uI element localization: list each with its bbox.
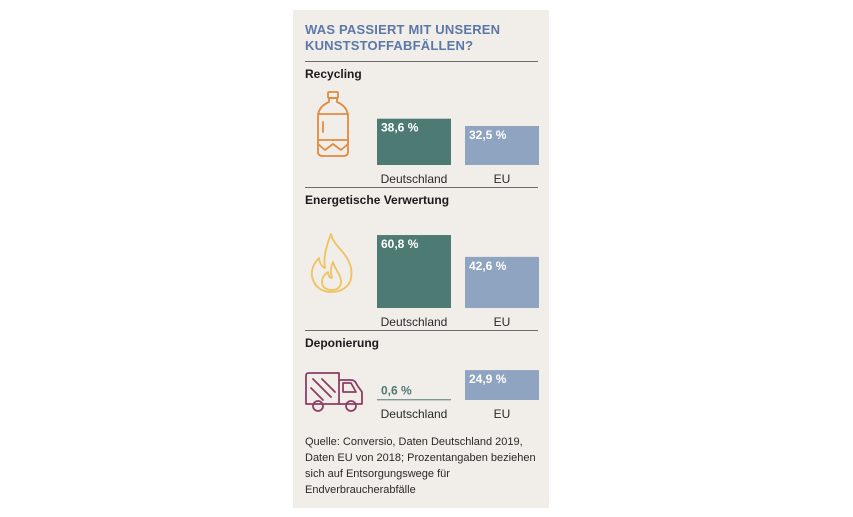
section-title-energetische-verwertung: Energetische Verwertung [305,193,450,207]
plastic-bottle-icon [317,91,349,157]
divider [305,330,538,331]
garbage-truck-icon [305,372,363,412]
value-label-deutschland: 38,6 % [381,121,419,135]
bar-eu [465,370,539,400]
section-title-recycling: Recycling [305,67,362,81]
value-label-eu: 42,6 % [469,259,507,273]
value-label-eu: 24,9 % [469,372,507,386]
chart-recycling: 38,6 % Deutschland 32,5 % EU [377,118,539,186]
flame-icon [310,233,353,293]
value-label-deutschland: 60,8 % [381,237,419,251]
value-label-eu: 32,5 % [469,128,507,142]
bar-deutschland [377,399,451,401]
section-title-deponierung: Deponierung [305,336,379,350]
value-label-deutschland: 0,6 % [381,383,412,397]
divider [305,61,538,62]
infographic-title: WAS PASSIERT MIT UNSEREN KUNSTSTOFFABFÄL… [305,22,501,53]
category-label-eu: EU [494,172,511,186]
bar-deutschland [377,118,451,165]
chart-deponierung: 0,6 % Deutschland 24,9 % EU [377,370,539,421]
bar-eu [465,256,539,308]
category-label-deutschland: Deutschland [381,315,448,329]
source-note: Quelle: Conversio, Daten Deutschland 201… [305,436,536,496]
infographic-panel: WAS PASSIERT MIT UNSEREN KUNSTSTOFFABFÄL… [293,10,549,508]
divider [305,187,538,188]
bar-eu [465,126,539,165]
category-label-eu: EU [494,407,511,421]
category-label-eu: EU [494,315,511,329]
bar-deutschland [377,235,451,308]
chart-energetische-verwertung: 60,8 % Deutschland 42,6 % EU [377,235,539,329]
category-label-deutschland: Deutschland [381,407,448,421]
category-label-deutschland: Deutschland [381,172,448,186]
